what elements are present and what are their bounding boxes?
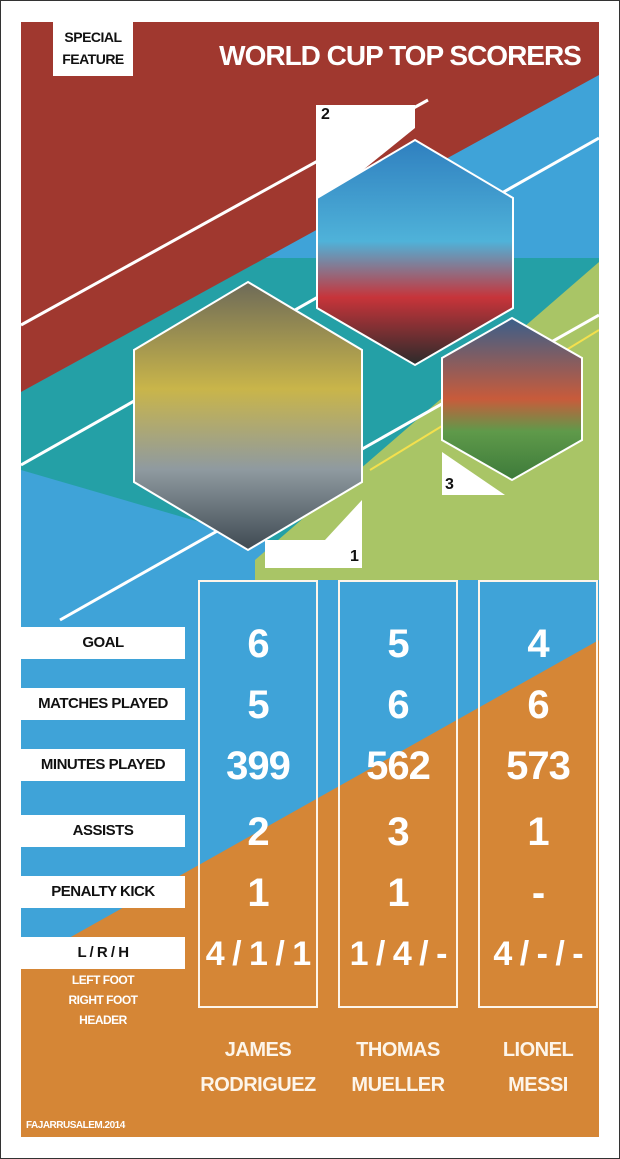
label-text: GOAL (82, 634, 124, 651)
label-matches-played: MATCHES PLAYED (21, 688, 185, 720)
legend-left-foot: LEFT FOOT (71, 973, 135, 987)
label-text: PENALTY KICK (51, 883, 155, 900)
player-name-james-rodriguez: JAMES RODRIGUEZ (200, 1039, 316, 1096)
rank-3-text: 3 (445, 476, 454, 493)
label-text: MATCHES PLAYED (38, 695, 168, 712)
stat-value: 5 (247, 683, 269, 727)
player-column-lionel-messi (478, 580, 598, 1008)
label-goal: GOAL (21, 627, 185, 659)
thomas-mueller-photo (316, 138, 514, 367)
rank-3-label: 3 (445, 476, 454, 494)
rank-3-tag (442, 452, 505, 495)
label-assists: ASSISTS (21, 815, 185, 847)
stat-value: 1 (527, 810, 549, 854)
stat-value: 573 (506, 744, 571, 788)
badge-line-1: SPECIAL (64, 29, 122, 45)
lrh-legend: LEFT FOOT RIGHT FOOT HEADER (21, 970, 185, 1030)
rank-2-label: 2 (321, 106, 330, 124)
special-feature-badge: SPECIAL FEATURE (53, 22, 133, 76)
rank-1-label: 1 (350, 548, 359, 566)
stat-value: 1 / 4 / - (349, 935, 448, 973)
orange-region (21, 640, 599, 1137)
stat-value: 5 (387, 622, 409, 666)
stat-value: 6 (247, 622, 269, 666)
player-name-lionel-messi: LIONEL MESSI (502, 1039, 574, 1096)
label-text: ASSISTS (72, 822, 134, 839)
label-penalty-kick: PENALTY KICK (21, 876, 185, 908)
stat-value: 1 (247, 871, 269, 915)
label-minutes-played: MINUTES PLAYED (21, 749, 185, 781)
player-name-thomas-mueller: THOMAS MUELLER (351, 1039, 445, 1096)
label-lrh: L / R / H (21, 937, 185, 969)
credit: FAJARRUSALEM.2014 (26, 1120, 125, 1131)
rank-1-text: 1 (350, 548, 359, 565)
stat-value: 4 / - / - (493, 935, 583, 973)
legend-header: HEADER (79, 1013, 127, 1027)
stat-value: 6 (387, 683, 409, 727)
james-rodriguez-photo (133, 280, 363, 552)
stat-value: 4 / 1 / 1 (205, 935, 311, 973)
stat-value: - (531, 871, 545, 915)
rank-2-tag (316, 105, 415, 208)
stat-value: 2 (247, 810, 269, 854)
badge-line-2: FEATURE (62, 51, 124, 67)
page-title-text: WORLD CUP TOP SCORERS (219, 40, 582, 71)
stat-value: 562 (366, 744, 431, 788)
legend-right-foot: RIGHT FOOT (68, 993, 139, 1007)
player-column-james-rodriguez (198, 580, 318, 1008)
rank-2-text: 2 (321, 106, 330, 123)
label-text: MINUTES PLAYED (40, 756, 166, 773)
stat-value: 4 (527, 622, 549, 666)
red-region (21, 22, 599, 392)
player-column-thomas-mueller (338, 580, 458, 1008)
lionel-messi-photo (441, 316, 583, 482)
page-title: WORLD CUP TOP SCORERS (205, 40, 595, 72)
stat-value: 6 (527, 683, 549, 727)
label-text: L / R / H (77, 944, 129, 961)
stat-value: 3 (387, 810, 409, 854)
rank-1-tag (265, 500, 362, 568)
stat-value: 1 (387, 871, 409, 915)
stat-value: 399 (226, 744, 291, 788)
